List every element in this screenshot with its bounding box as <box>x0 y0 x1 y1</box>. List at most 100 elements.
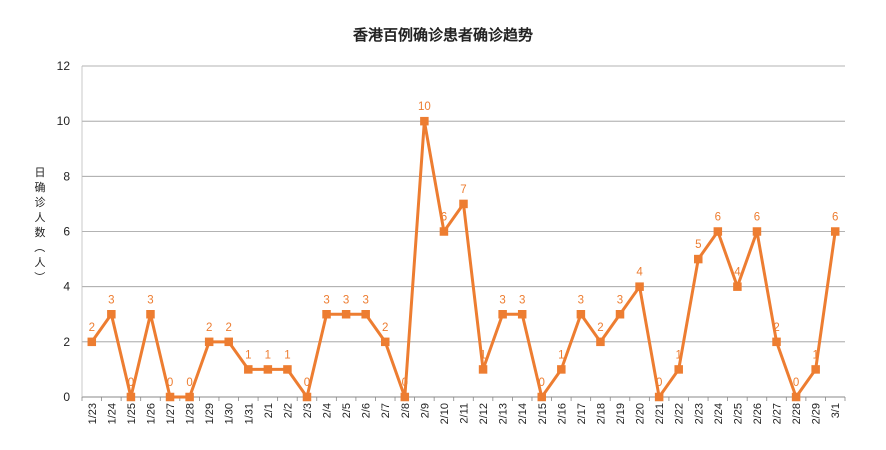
data-point <box>165 392 175 402</box>
data-point <box>322 310 331 319</box>
data-point <box>439 227 449 236</box>
x-tick-label: 2/6 <box>361 403 373 418</box>
data-label: 4 <box>734 267 741 279</box>
series-line-path <box>90 119 837 399</box>
x-tick-label: 2/5 <box>341 403 353 418</box>
data-point <box>596 337 605 347</box>
x-tick-label: 2/8 <box>400 403 412 418</box>
data-label: 0 <box>186 377 192 389</box>
y-axis-label-char: 确 <box>35 181 46 194</box>
x-tick-label: 2/23 <box>693 403 705 424</box>
data-point <box>635 282 644 291</box>
x-tick-label: 2/24 <box>713 403 725 424</box>
x-tick-label: 2/16 <box>556 403 568 424</box>
data-label: 1 <box>676 349 682 361</box>
data-label: 0 <box>656 377 662 389</box>
data-label: 6 <box>832 212 838 224</box>
data-point <box>478 365 488 374</box>
x-tick-label: 1/24 <box>106 403 118 424</box>
data-label: 1 <box>265 349 271 361</box>
data-point <box>87 337 97 347</box>
data-label: 3 <box>499 294 505 306</box>
x-tick-label: 2/22 <box>674 403 686 424</box>
x-tick-label: 2/28 <box>791 403 803 424</box>
x-tick-label: 1/25 <box>126 403 138 424</box>
data-point <box>341 310 351 319</box>
x-tick-label: 2/20 <box>635 403 647 424</box>
series-line <box>90 119 837 399</box>
y-axis-label-char: 日 <box>35 166 46 179</box>
x-tick-label: 2/27 <box>772 403 784 424</box>
data-point <box>694 254 703 264</box>
x-tick-label: 3/1 <box>830 403 842 418</box>
data-point <box>185 392 194 402</box>
x-tick-label: 1/26 <box>145 403 157 424</box>
y-tick-label: 2 <box>63 335 70 349</box>
x-tick-label: 1/27 <box>165 403 177 424</box>
data-point <box>400 392 410 402</box>
data-label: 10 <box>418 101 431 113</box>
data-point <box>733 282 742 291</box>
x-tick-label: 2/12 <box>478 403 490 424</box>
data-label: 0 <box>304 377 310 389</box>
x-tick-label: 1/29 <box>204 403 216 424</box>
data-point <box>459 199 468 209</box>
y-axis-label-char: 人 <box>35 256 46 269</box>
x-tick-label: 2/15 <box>537 403 549 424</box>
data-point <box>674 365 683 374</box>
y-axis-label-char: 数 <box>35 226 46 239</box>
data-point <box>615 310 625 319</box>
data-point <box>302 392 312 402</box>
x-tick-label: 2/25 <box>732 403 744 424</box>
x-tick-label: 2/1 <box>263 403 275 418</box>
x-tick-label: 1/31 <box>243 403 255 424</box>
data-point <box>361 310 370 319</box>
data-label: 0 <box>167 377 173 389</box>
data-point <box>772 337 781 347</box>
data-label: 1 <box>245 349 251 361</box>
data-label: 6 <box>754 212 760 224</box>
data-point <box>557 365 566 374</box>
x-tick-label: 2/2 <box>282 403 294 418</box>
data-label: 0 <box>402 377 408 389</box>
y-tick-label: 10 <box>57 114 71 128</box>
data-label: 6 <box>441 212 447 224</box>
x-tick-label: 2/18 <box>595 403 607 424</box>
x-tick-label: 1/28 <box>185 403 197 424</box>
data-point <box>420 116 429 126</box>
data-label: 3 <box>323 294 329 306</box>
y-tick-label: 4 <box>63 280 70 294</box>
x-tick-label: 2/14 <box>517 403 529 424</box>
data-points <box>87 116 840 402</box>
data-label: 3 <box>519 294 525 306</box>
data-point <box>811 365 820 374</box>
x-tick-label: 2/3 <box>302 403 314 418</box>
data-point <box>204 337 214 347</box>
data-point <box>517 310 527 319</box>
data-point <box>830 227 840 236</box>
data-label: 3 <box>108 294 114 306</box>
x-tick-label: 2/9 <box>419 403 431 418</box>
data-label: 1 <box>812 349 818 361</box>
data-label: 6 <box>715 212 721 224</box>
y-axis-label-char: ） <box>33 272 46 283</box>
x-tick-label: 2/4 <box>322 403 334 418</box>
data-point <box>713 227 723 236</box>
y-tick-label: 8 <box>63 169 70 183</box>
data-point <box>654 392 664 402</box>
y-tick-label: 0 <box>63 390 70 404</box>
x-tick-label: 2/10 <box>439 403 451 424</box>
data-label: 3 <box>617 294 623 306</box>
data-label: 0 <box>793 377 799 389</box>
data-point <box>380 337 390 347</box>
data-label: 1 <box>558 349 564 361</box>
x-tick-label: 2/26 <box>752 403 764 424</box>
y-axis-label-char: （ <box>33 242 46 253</box>
data-label: 3 <box>578 294 584 306</box>
data-point <box>576 310 586 319</box>
data-label: 2 <box>226 322 232 334</box>
x-tick-label: 2/19 <box>615 403 627 424</box>
